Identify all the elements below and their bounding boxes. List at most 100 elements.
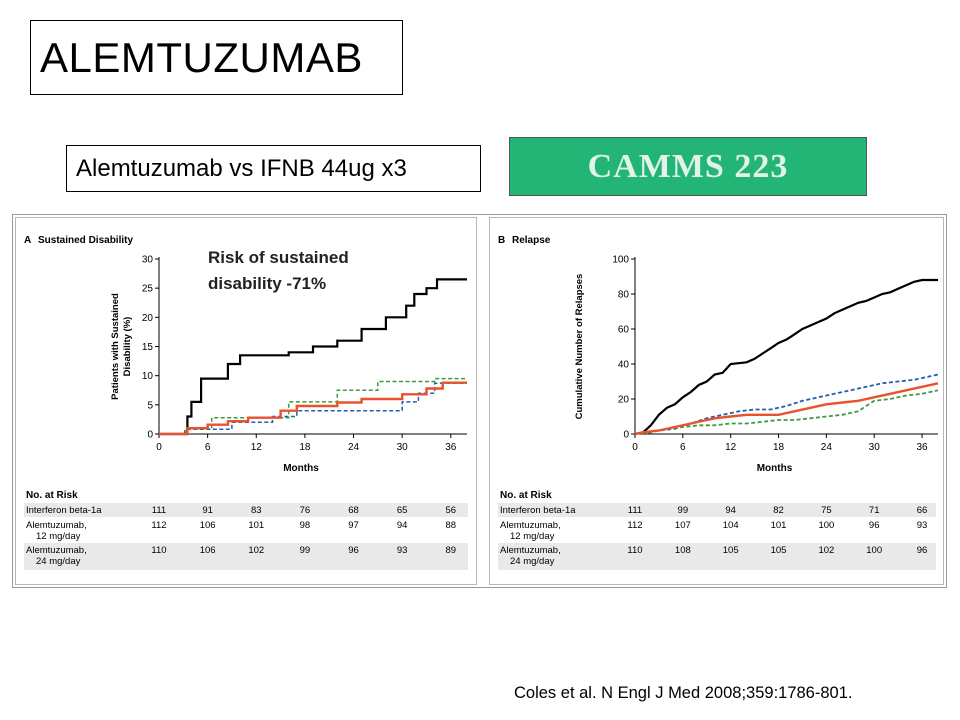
risk-table-cell: 104	[723, 520, 739, 531]
risk-table-cell: 102	[248, 545, 264, 556]
x-tick-label: 30	[869, 442, 881, 453]
risk-table-cell: 68	[348, 505, 359, 516]
y-tick-label: 100	[612, 255, 629, 266]
risk-table-row-bg	[498, 503, 936, 517]
risk-table-cell: 110	[627, 545, 642, 556]
x-tick-label: 24	[348, 442, 360, 453]
risk-table-cell: 107	[675, 520, 691, 531]
risk-table-cell: 101	[771, 520, 787, 531]
x-tick-label: 30	[397, 442, 409, 453]
risk-table-header: No. at Risk	[26, 490, 78, 501]
citation: Coles et al. N Engl J Med 2008;359:1786-…	[514, 684, 853, 702]
risk-table-cell: 66	[917, 505, 928, 516]
y-tick-label: 0	[623, 430, 629, 441]
y-tick-label: 30	[142, 255, 154, 266]
y-tick-label: 5	[147, 400, 153, 411]
x-tick-label: 0	[632, 442, 638, 453]
risk-table-cell: 56	[446, 505, 457, 516]
risk-table-cell: 97	[348, 520, 359, 531]
panel-letter: B	[498, 235, 505, 246]
y-axis-label-line1: Patients with Sustained	[110, 293, 121, 400]
risk-row-label: Interferon beta-1a	[500, 505, 576, 516]
risk-table-cell: 82	[773, 505, 784, 516]
series-line-3	[159, 381, 467, 436]
panel-title: Relapse	[512, 235, 551, 246]
risk-table-cell: 110	[151, 545, 166, 556]
risk-table-cell: 75	[821, 505, 832, 516]
x-tick-label: 6	[205, 442, 211, 453]
risk-table-cell: 105	[723, 545, 739, 556]
risk-table-cell: 91	[202, 505, 213, 516]
risk-table-cell: 93	[917, 520, 928, 531]
risk-annotation-line2: disability -71%	[208, 274, 326, 293]
risk-table-cell: 83	[251, 505, 262, 516]
y-axis-label: Patients with Sustained Disability (%)	[110, 293, 133, 400]
x-tick-label: 18	[299, 442, 311, 453]
risk-table-cell: 105	[771, 545, 787, 556]
x-tick-label: 36	[916, 442, 928, 453]
series-line-2	[159, 377, 467, 435]
risk-table-cell: 99	[678, 505, 689, 516]
risk-table-cell: 96	[348, 545, 359, 556]
panel-letter: A	[24, 235, 31, 246]
y-axis-label-line1: Cumulative Number of Relapses	[574, 274, 585, 420]
series-line-0	[159, 278, 467, 436]
y-tick-label: 80	[618, 290, 630, 301]
chart-sustained-disability: A Sustained Disability 0 5 10 15 20 25 30 0 6 12 18 2…	[24, 235, 468, 570]
y-tick-label: 40	[618, 360, 630, 371]
risk-table-cell: 89	[446, 545, 457, 556]
risk-table-cell: 99	[300, 545, 311, 556]
risk-row-label: Alemtuzumab,	[500, 520, 561, 531]
panel-relapse: B Relapse 0 20 40 60 80 100 0 6 12 18 24 30 36 Months Cu…	[489, 217, 944, 585]
risk-table-cell: 102	[818, 545, 834, 556]
risk-table-row-bg	[24, 503, 468, 517]
x-tick-label: 0	[156, 442, 162, 453]
x-tick-label: 6	[680, 442, 686, 453]
x-axis-label: Months	[757, 463, 793, 474]
risk-table-cell: 111	[152, 505, 166, 516]
x-tick-label: 12	[725, 442, 737, 453]
risk-table-row-bg	[498, 543, 936, 570]
risk-table-row-bg	[498, 518, 936, 543]
risk-table-cell: 111	[628, 505, 642, 516]
panel-sustained-disability: A Sustained Disability 0 5 10 15 20 25 30 0 6 12 18 2…	[15, 217, 477, 585]
risk-table-header: No. at Risk	[500, 490, 552, 501]
risk-table-cell: 101	[248, 520, 264, 531]
risk-table-cell: 94	[725, 505, 736, 516]
risk-table-cell: 71	[869, 505, 880, 516]
y-axis-label: Cumulative Number of Relapses	[574, 274, 585, 420]
risk-row-label-dose: 12 mg/day	[36, 531, 81, 542]
risk-annotation-line1: Risk of sustained	[208, 248, 349, 267]
risk-table-cell: 96	[869, 520, 880, 531]
risk-table-cell: 88	[446, 520, 457, 531]
risk-table-cell: 94	[397, 520, 408, 531]
x-tick-label: 36	[445, 442, 457, 453]
risk-table-cell: 112	[627, 520, 642, 531]
risk-row-label-dose: 24 mg/day	[36, 556, 81, 567]
slide-title: ALEMTUZUMAB	[30, 20, 403, 95]
y-tick-label: 25	[142, 284, 154, 295]
risk-table-cell: 96	[917, 545, 928, 556]
trial-name-badge: CAMMS 223	[509, 137, 867, 196]
x-tick-label: 18	[773, 442, 785, 453]
series-line-0	[634, 278, 938, 436]
risk-table-cell: 106	[200, 545, 216, 556]
risk-table-cell: 93	[397, 545, 408, 556]
x-tick-label: 24	[821, 442, 833, 453]
risk-row-label: Alemtuzumab,	[26, 545, 87, 556]
chart-relapse: B Relapse 0 20 40 60 80 100 0 6 12 18 24 30 36 Months Cu…	[498, 235, 939, 570]
risk-table-cell: 112	[151, 520, 166, 531]
risk-row-label-dose: 12 mg/day	[510, 531, 555, 542]
y-tick-label: 20	[142, 313, 154, 324]
risk-row-label: Interferon beta-1a	[26, 505, 102, 516]
risk-table-row-bg	[24, 543, 468, 570]
panel-title: Sustained Disability	[38, 235, 133, 246]
risk-row-label-dose: 24 mg/day	[510, 556, 555, 567]
y-tick-label: 20	[618, 395, 630, 406]
risk-table-cell: 100	[866, 545, 882, 556]
risk-table-cell: 76	[300, 505, 311, 516]
comparison-subtitle: Alemtuzumab vs IFNB 44ug x3	[66, 145, 481, 192]
series-line-3	[634, 382, 939, 436]
x-tick-label: 12	[251, 442, 263, 453]
series-line-1	[159, 382, 467, 435]
